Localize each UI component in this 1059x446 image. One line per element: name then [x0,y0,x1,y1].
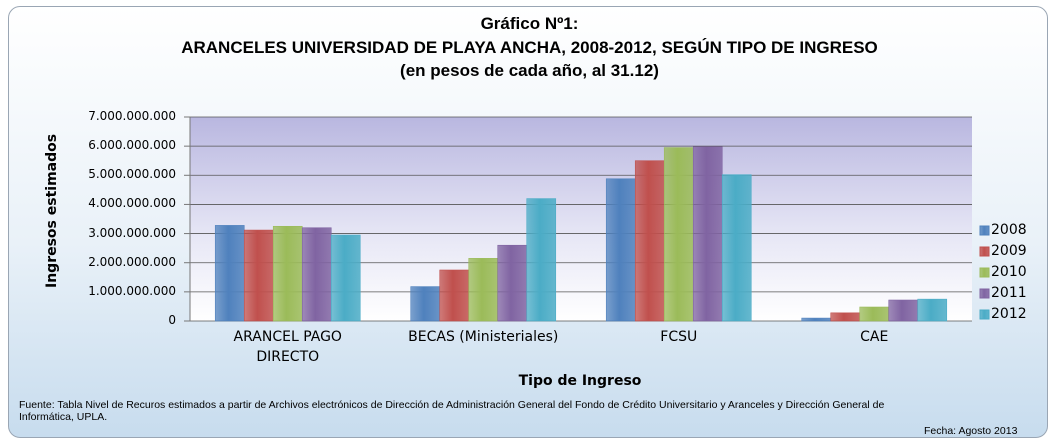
x-tick-label: CAE [860,329,889,345]
source-note: Fuente: Tabla Nivel de Recuros estimados… [19,399,885,423]
bar [801,317,832,322]
legend-swatch [979,225,990,236]
bar [634,160,665,322]
y-tick-label: 4.000.000.000 [88,196,176,211]
bar [605,178,636,322]
y-tick-label: 1.000.000.000 [88,283,176,298]
y-tick-label: 6.000.000.000 [88,138,176,153]
bar [721,174,752,322]
y-tick-label: 5.000.000.000 [88,167,176,182]
bar [243,229,274,322]
bar [410,286,441,322]
x-axis-label: Tipo de Ingreso [518,373,642,389]
bar [468,258,499,322]
bar [330,234,361,322]
y-tick-label: 7.000.000.000 [88,109,176,123]
bar [272,225,303,322]
x-tick-label: ARANCEL PAGO DIRECTO [233,329,342,365]
legend-swatch [979,267,990,278]
bar [497,244,528,322]
bar [692,146,723,322]
legend-label: 2009 [991,243,1027,259]
y-tick-label: 2.000.000.000 [88,254,176,269]
date-note: Fecha: Agosto 2013 [924,425,1018,437]
x-tick-label: BECAS (Ministeriales) [408,329,559,345]
bar [888,299,919,322]
legend-label: 2010 [991,264,1027,280]
legend-swatch [979,309,990,320]
bar [830,312,861,322]
y-tick-label: 3.000.000.000 [88,225,176,240]
bar [439,269,470,322]
chart-title: ARANCELES UNIVERSIDAD DE PLAYA ANCHA, 20… [181,38,878,57]
bar [526,198,557,322]
legend-label: 2008 [991,222,1027,238]
legend-label: 2011 [991,285,1027,301]
bar [917,298,948,322]
bar [214,225,245,322]
x-tick-label: FCSU [660,329,698,345]
bar [301,227,332,322]
legend-swatch [979,246,990,257]
chart-title: Gráfico Nº1: [480,14,579,33]
bar [663,147,694,322]
bar [859,306,890,322]
chart-subtitle: (en pesos de cada año, al 31.12) [400,61,659,80]
y-tick-label: 0 [168,313,176,327]
legend-label: 2012 [991,306,1027,322]
legend-swatch [979,288,990,299]
